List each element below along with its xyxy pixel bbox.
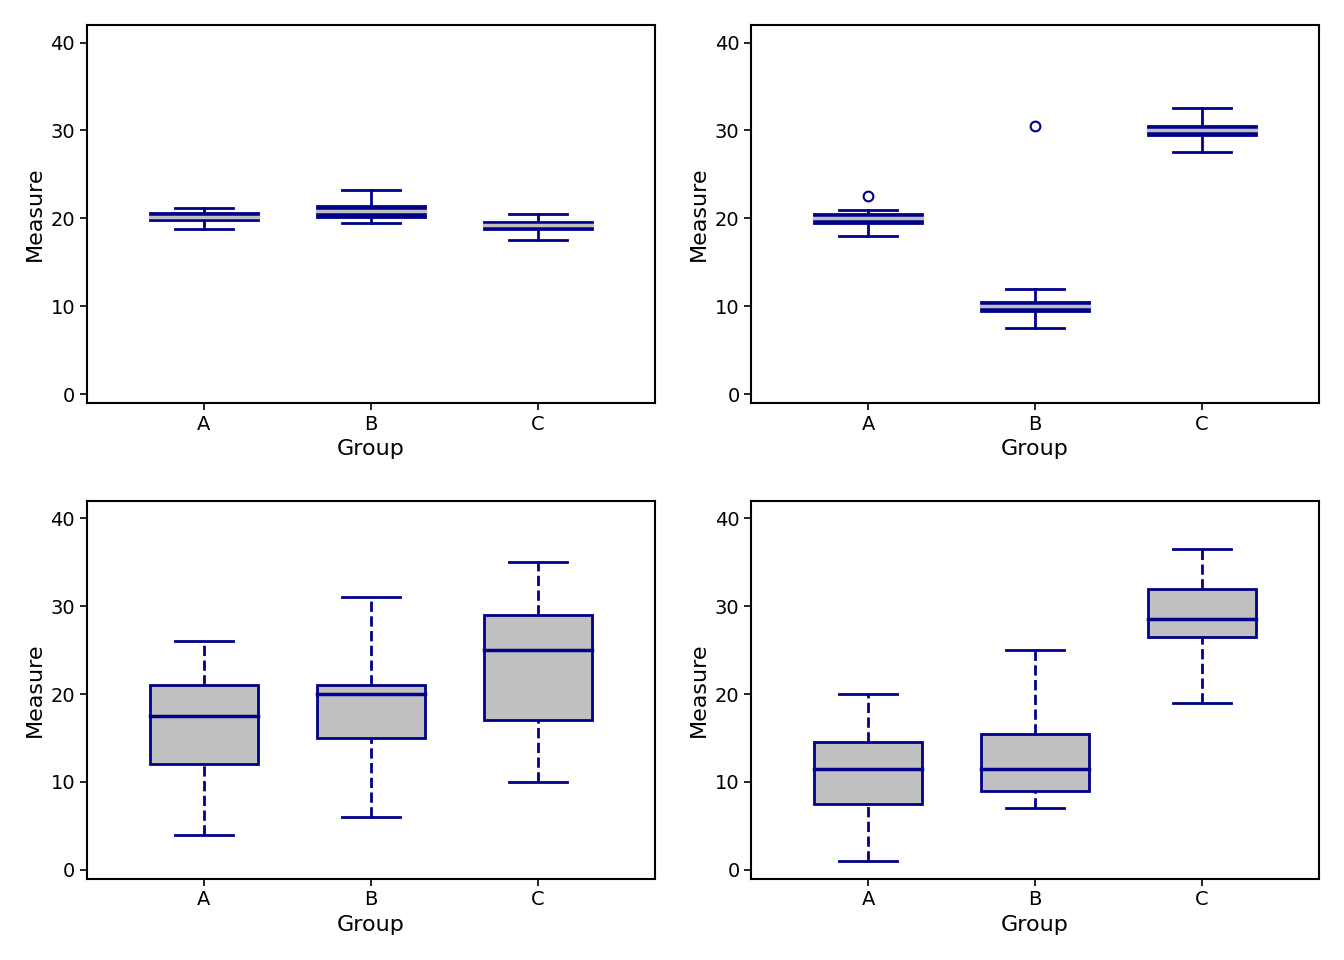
X-axis label: Group: Group	[1001, 439, 1068, 459]
X-axis label: Group: Group	[337, 915, 405, 935]
X-axis label: Group: Group	[337, 439, 405, 459]
Bar	[484, 222, 591, 228]
Bar	[317, 685, 425, 738]
Bar	[1148, 588, 1257, 637]
Y-axis label: Measure: Measure	[689, 642, 710, 737]
Bar	[981, 301, 1090, 310]
Bar	[149, 213, 258, 220]
Bar	[484, 615, 591, 721]
Bar	[149, 685, 258, 764]
X-axis label: Group: Group	[1001, 915, 1068, 935]
Y-axis label: Measure: Measure	[689, 167, 710, 261]
Bar	[981, 733, 1090, 791]
Bar	[814, 214, 922, 223]
Y-axis label: Measure: Measure	[26, 167, 44, 261]
Bar	[1148, 126, 1257, 134]
Bar	[814, 742, 922, 804]
Bar	[317, 206, 425, 217]
Y-axis label: Measure: Measure	[26, 642, 44, 737]
